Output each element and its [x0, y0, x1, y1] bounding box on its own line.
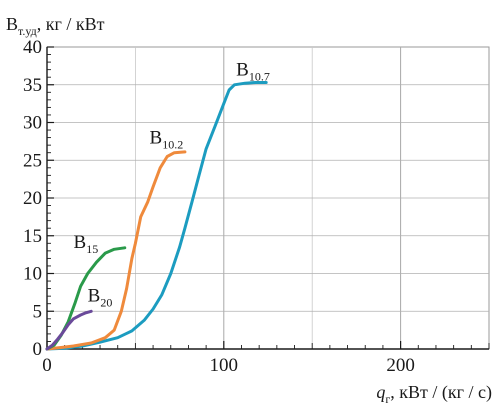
x-tick-label: 200: [386, 355, 415, 376]
series-label-b10-7: B10.7: [236, 60, 270, 84]
x-axis-title: qг, кВт / (кг / с): [376, 382, 492, 406]
y-tick-label: 35: [23, 75, 42, 96]
y-tick-label: 10: [23, 264, 42, 285]
series-line-b15: [45, 246, 127, 351]
series-label-b15: B15: [74, 232, 99, 256]
y-tick-label: 30: [23, 113, 42, 134]
grid: [46, 46, 490, 350]
y-tick-label: 5: [33, 301, 43, 322]
y-tick-label: 0: [33, 339, 43, 360]
y-tick-label: 20: [23, 188, 42, 209]
x-axis-title-main: q: [376, 382, 385, 402]
y-axis-title: Bт.уд, кг / кВт: [6, 14, 105, 38]
y-tick-label: 15: [23, 226, 42, 247]
series-label-b10-2: B10.2: [150, 128, 184, 152]
y-tick-label: 40: [23, 37, 42, 58]
y-axis-title-main: B: [6, 14, 18, 34]
x-axis-title-sub: г: [385, 392, 390, 406]
series-labels: B10.7 B10.2 B15 B20: [74, 60, 270, 310]
y-tick-label: 25: [23, 150, 42, 171]
x-tick-label: 100: [210, 355, 239, 376]
y-axis-title-sub: т.уд: [18, 24, 37, 38]
series-line-b10-7: [45, 81, 268, 351]
y-axis-title-unit: , кг / кВт: [37, 14, 105, 34]
ticks: 0 5 10 15 20 25 30 35 40 0 100 200: [23, 37, 490, 376]
x-axis-title-unit: , кВт / (кг / с): [390, 382, 492, 403]
series-label-b20: B20: [88, 285, 113, 309]
series-line-b10-2: [45, 150, 187, 351]
series-line-b20: [45, 309, 93, 351]
x-tick-label: 0: [42, 355, 52, 376]
series-lines: [45, 81, 268, 351]
